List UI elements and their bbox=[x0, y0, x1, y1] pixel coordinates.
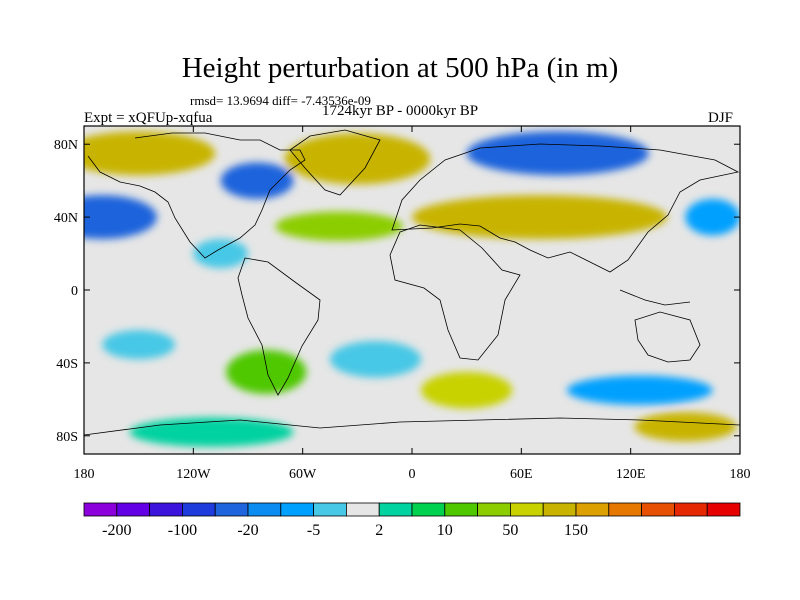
y-tick-label: 80N bbox=[54, 138, 78, 153]
colorbar-label: -5 bbox=[307, 522, 320, 539]
stats-text: rmsd= 13.9694 diff= -7.43536e-09 bbox=[190, 93, 371, 108]
colorbar-box-7 bbox=[313, 502, 347, 517]
colorbar-label: -20 bbox=[237, 522, 258, 539]
colorbar-label: 10 bbox=[437, 522, 453, 539]
anomaly-region-4 bbox=[466, 131, 649, 176]
colorbar-box-15 bbox=[575, 502, 610, 517]
coastline-africa bbox=[389, 224, 521, 361]
anomaly-region-1 bbox=[84, 131, 216, 176]
anomaly-region-13 bbox=[634, 412, 737, 442]
y-tick-label: 40N bbox=[54, 211, 78, 226]
colorbar-box-9 bbox=[378, 502, 413, 517]
anomaly-region-3 bbox=[84, 195, 157, 239]
coastline-antarctica bbox=[84, 417, 740, 436]
colorbar-box-2 bbox=[149, 502, 183, 517]
colorbar-box-11 bbox=[444, 502, 478, 517]
colorbar-labels: -200 -100 -20 -5 2 10 50 150 bbox=[102, 522, 588, 539]
anomaly-layer bbox=[84, 131, 740, 447]
colorbar-label: 150 bbox=[564, 522, 588, 539]
map-axes: 180 120W 60W 0 60E 120E 180 80N 40N 0 40S 80S bbox=[54, 126, 751, 482]
colorbar-box-16 bbox=[608, 502, 642, 517]
x-tick-label: 60E bbox=[510, 467, 533, 482]
x-tick-label: 120E bbox=[616, 467, 646, 482]
anomaly-region-12 bbox=[102, 330, 176, 360]
coastline-australia bbox=[634, 311, 701, 363]
anomaly-region-5 bbox=[412, 195, 668, 239]
chart-title: Height perturbation at 500 hPa (in m) bbox=[181, 52, 619, 84]
coastline-north-america bbox=[87, 132, 306, 259]
colorbar-box-19 bbox=[706, 502, 741, 517]
colorbar-box-6 bbox=[280, 502, 314, 517]
coastline-indonesia bbox=[619, 289, 691, 306]
colorbar-box-3 bbox=[181, 502, 216, 517]
x-tick-label: 180 bbox=[730, 467, 751, 482]
y-tick-label: 0 bbox=[71, 284, 78, 299]
anomaly-region-2 bbox=[220, 162, 294, 199]
anomaly-region-0 bbox=[284, 133, 431, 185]
colorbar-box-10 bbox=[411, 502, 446, 517]
season-label: DJF bbox=[708, 110, 734, 126]
anomaly-region-10 bbox=[226, 350, 307, 394]
x-tick-label: 60W bbox=[289, 467, 317, 482]
anomaly-region-14 bbox=[129, 417, 294, 447]
coastline-greenland bbox=[289, 129, 381, 196]
x-tick-label: 0 bbox=[409, 467, 416, 482]
colorbar-label: 2 bbox=[375, 522, 383, 539]
anomaly-region-6 bbox=[275, 211, 403, 241]
colorbar-box-5 bbox=[247, 502, 282, 517]
anomaly-region-15 bbox=[330, 341, 422, 378]
colorbar-box-1 bbox=[116, 502, 151, 517]
coastline-south-america bbox=[237, 257, 321, 396]
colorbar-box-14 bbox=[542, 502, 577, 517]
anomaly-region-9 bbox=[421, 372, 513, 409]
coastlines bbox=[84, 129, 740, 436]
colorbar-boxes bbox=[83, 502, 741, 517]
plot-area bbox=[84, 126, 740, 454]
anomaly-region-8 bbox=[193, 238, 249, 269]
colorbar-box-17 bbox=[641, 502, 675, 517]
x-tick-label: 180 bbox=[74, 467, 95, 482]
period-label: 1724kyr BP - 0000kyr BP bbox=[322, 103, 479, 119]
colorbar-box-8 bbox=[345, 502, 380, 517]
anomaly-region-11 bbox=[566, 375, 713, 405]
colorbar-label: 50 bbox=[502, 522, 518, 539]
coastline-eurasia bbox=[391, 143, 740, 273]
experiment-label: Expt = xQFUp-xqfua bbox=[84, 110, 213, 126]
colorbar-box-18 bbox=[674, 502, 708, 517]
x-tick-label: 120W bbox=[176, 467, 211, 482]
colorbar-box-0 bbox=[83, 502, 118, 517]
colorbar-box-4 bbox=[214, 502, 249, 517]
colorbar-box-12 bbox=[477, 502, 511, 517]
colorbar-box-13 bbox=[509, 502, 544, 517]
colorbar-label: -100 bbox=[168, 522, 197, 539]
anomaly-region-7 bbox=[685, 198, 740, 236]
y-tick-label: 80S bbox=[56, 430, 78, 445]
colorbar-label: -200 bbox=[102, 522, 131, 539]
y-tick-label: 40S bbox=[56, 357, 78, 372]
